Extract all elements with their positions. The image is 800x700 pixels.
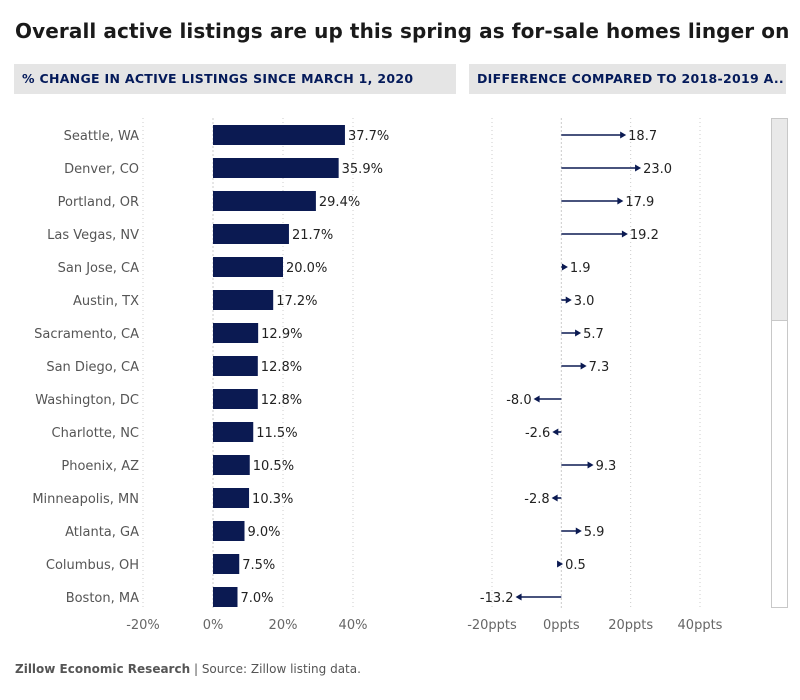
bar: [213, 521, 245, 541]
bar-value-label: 29.4%: [319, 195, 360, 210]
arrow-value-label: -2.8: [524, 492, 549, 507]
bar: [213, 257, 283, 277]
arrow-head: [575, 329, 582, 337]
category-label: Las Vegas, NV: [47, 228, 139, 243]
arrow-value-label: -2.6: [525, 426, 550, 441]
right-x-tick-label: 0ppts: [543, 618, 580, 633]
left-x-tick-label: -20%: [126, 618, 160, 633]
bar: [213, 488, 250, 508]
bar-value-label: 37.7%: [348, 129, 389, 144]
right-x-tick-label: -20ppts: [467, 618, 517, 633]
bar: [213, 455, 250, 475]
arrow-value-label: 7.3: [589, 360, 610, 375]
arrow-head: [587, 461, 594, 469]
category-label: San Jose, CA: [58, 261, 139, 276]
bar-value-label: 10.3%: [252, 492, 293, 507]
bar: [213, 389, 258, 409]
arrow-value-label: -13.2: [480, 591, 514, 606]
footer-org: Zillow Economic Research: [15, 662, 191, 676]
category-label: Phoenix, AZ: [61, 459, 139, 474]
category-label: Seattle, WA: [64, 129, 139, 144]
right-x-tick-label: 20ppts: [608, 618, 653, 633]
bar-value-label: 12.8%: [261, 360, 302, 375]
left-x-tick-label: 0%: [203, 618, 224, 633]
footer-source: Source: Zillow listing data.: [201, 662, 361, 676]
arrow-head: [551, 494, 558, 502]
vertical-scrollbar[interactable]: [771, 118, 788, 608]
category-label: Austin, TX: [73, 294, 139, 309]
category-label: Denver, CO: [64, 162, 139, 177]
bar: [213, 323, 259, 343]
footer-separator: |: [190, 662, 202, 676]
bar: [213, 356, 258, 376]
scrollbar-thumb[interactable]: [772, 119, 787, 321]
bar-value-label: 10.5%: [253, 459, 294, 474]
arrow-value-label: 3.0: [574, 294, 595, 309]
bar: [213, 125, 345, 145]
category-label: Washington, DC: [35, 393, 139, 408]
footer: Zillow Economic Research | Source: Zillo…: [15, 662, 361, 676]
bar: [213, 554, 240, 574]
arrow-head: [621, 230, 628, 238]
category-label: Minneapolis, MN: [32, 492, 139, 507]
bar-value-label: 7.0%: [241, 591, 274, 606]
left-panel-header: % CHANGE IN ACTIVE LISTINGS SINCE MARCH …: [14, 64, 456, 94]
bar-value-label: 11.5%: [256, 426, 297, 441]
bar-value-label: 12.8%: [261, 393, 302, 408]
category-label: Charlotte, NC: [52, 426, 139, 441]
left-x-tick-label: 20%: [269, 618, 298, 633]
bar-value-label: 12.9%: [261, 327, 302, 342]
arrow-value-label: 23.0: [643, 162, 672, 177]
bar: [213, 158, 339, 178]
arrow-value-label: 18.7: [628, 129, 657, 144]
category-label: Sacramento, CA: [34, 327, 139, 342]
category-label: San Diego, CA: [46, 360, 139, 375]
arrow-value-label: 17.9: [625, 195, 654, 210]
arrow-value-label: 9.3: [596, 459, 617, 474]
right-x-tick-label: 40ppts: [678, 618, 723, 633]
arrow-value-label: 1.9: [570, 261, 591, 276]
arrow-head: [575, 527, 582, 535]
bar-value-label: 17.2%: [276, 294, 317, 309]
bar: [213, 422, 254, 442]
arrow-head: [557, 560, 564, 568]
arrow-head: [533, 395, 540, 403]
bar: [213, 224, 289, 244]
chart-title: Overall active listings are up this spri…: [15, 19, 790, 43]
left-x-tick-label: 40%: [339, 618, 368, 633]
bar-value-label: 9.0%: [248, 525, 281, 540]
arrow-head: [620, 131, 627, 139]
category-label: Boston, MA: [66, 591, 139, 606]
arrow-head: [580, 362, 587, 370]
arrow-head: [635, 164, 642, 172]
bar: [213, 191, 316, 211]
arrow-value-label: -8.0: [506, 393, 531, 408]
category-label: Portland, OR: [58, 195, 139, 210]
bar-value-label: 7.5%: [242, 558, 275, 573]
category-label: Atlanta, GA: [65, 525, 139, 540]
bar-value-label: 35.9%: [342, 162, 383, 177]
arrow-head: [561, 263, 568, 271]
bar-value-label: 20.0%: [286, 261, 327, 276]
arrow-head: [617, 197, 624, 205]
bar: [213, 587, 238, 607]
bar-value-label: 21.7%: [292, 228, 333, 243]
arrow-head: [552, 428, 559, 436]
arrow-value-label: 5.9: [584, 525, 605, 540]
arrow-head: [565, 296, 572, 304]
category-label: Columbus, OH: [46, 558, 139, 573]
arrow-value-label: 0.5: [565, 558, 586, 573]
bar: [213, 290, 274, 310]
arrow-value-label: 5.7: [583, 327, 604, 342]
arrow-value-label: 19.2: [630, 228, 659, 243]
arrow-head: [515, 593, 522, 601]
right-panel-header: DIFFERENCE COMPARED TO 2018-2019 A..: [469, 64, 786, 94]
